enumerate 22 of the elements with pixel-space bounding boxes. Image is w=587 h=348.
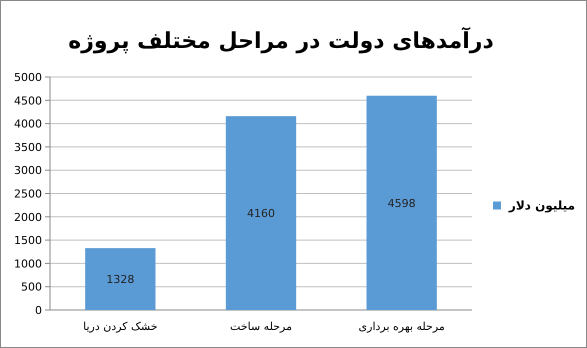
y-tick-label: 4500 — [14, 94, 42, 108]
y-tick-label: 3000 — [14, 164, 42, 178]
bar — [226, 116, 296, 310]
y-tick-label: 5000 — [14, 71, 42, 84]
y-tick-label: 500 — [21, 280, 42, 294]
y-tick-label: 2500 — [14, 188, 42, 200]
data-label: 1328 — [106, 273, 134, 286]
bar — [85, 248, 156, 310]
x-tick-label: مرحله ساخت — [230, 320, 292, 333]
bar — [366, 96, 437, 310]
chart-title: درآمدهای دولت در مراحل مختلف پروژه — [68, 27, 494, 54]
data-label: 4598 — [388, 196, 416, 210]
legend-label: میلیون دلار — [508, 198, 575, 212]
x-tick-label: خشک کردن دریا — [83, 320, 158, 333]
y-tick-label: 2000 — [14, 210, 42, 224]
y-tick-label: 1500 — [14, 234, 42, 248]
y-tick-label: 3500 — [14, 140, 42, 154]
data-label: 4160 — [247, 207, 275, 220]
y-tick-label: 1000 — [14, 257, 42, 270]
y-tick-label: 0 — [35, 304, 42, 317]
x-tick-label: مرحله بهره برداری — [358, 320, 445, 333]
y-tick-label: 4000 — [14, 118, 42, 131]
